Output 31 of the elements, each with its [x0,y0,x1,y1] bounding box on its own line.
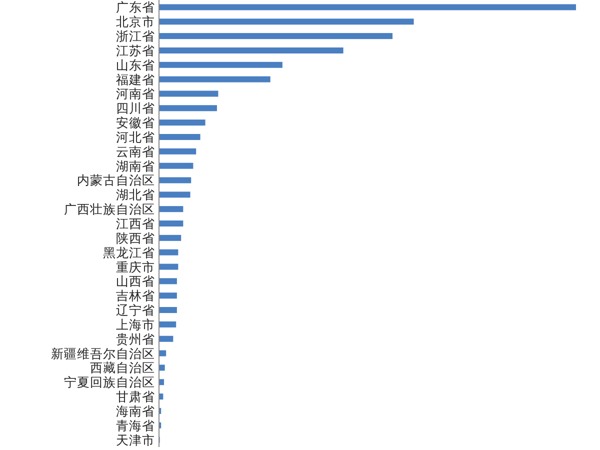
y-tick-label: 海南省 [116,403,155,418]
y-tick-label: 青海省 [116,418,155,433]
y-tick-label: 重庆市 [116,259,155,274]
y-tick-label: 山西省 [116,274,155,289]
y-tick-label: 山东省 [116,57,155,72]
y-tick-label: 北京市 [116,14,155,30]
y-tick-label: 浙江省 [116,28,155,44]
y-tick-label: 广西壮族自治区 [64,202,155,217]
y-tick-label: 江西省 [116,216,155,231]
y-tick-label: 贵州省 [116,331,155,346]
y-tick-label: 河南省 [116,86,155,102]
y-tick-label: 湖北省 [116,187,155,202]
y-tick-label: 新疆维吾尔自治区 [51,346,155,361]
y-tick-label: 安徽省 [116,115,155,130]
y-tick-label: 吉林省 [116,288,155,304]
y-tick-label: 福建省 [116,72,155,87]
y-tick-label: 天津市 [116,432,155,448]
y-tick-label: 宁夏回族自治区 [64,374,155,390]
y-tick-label: 四川省 [116,100,155,116]
y-tick-label: 陕西省 [116,230,155,246]
y-tick-label: 上海市 [116,316,155,332]
y-tick-label: 黑龙江省 [103,244,155,260]
y-tick-label: 西藏自治区 [90,360,155,376]
y-tick-label: 辽宁省 [116,302,155,318]
y-tick-label: 内蒙古自治区 [77,172,155,188]
y-tick-label: 河北省 [116,129,155,144]
y-tick-label: 湖南省 [116,158,155,174]
y-tick-label: 江苏省 [116,42,155,58]
y-tick-label: 广东省 [116,0,155,15]
y-tick-label: 云南省 [116,144,155,159]
y-tick-label: 甘肃省 [116,389,155,404]
